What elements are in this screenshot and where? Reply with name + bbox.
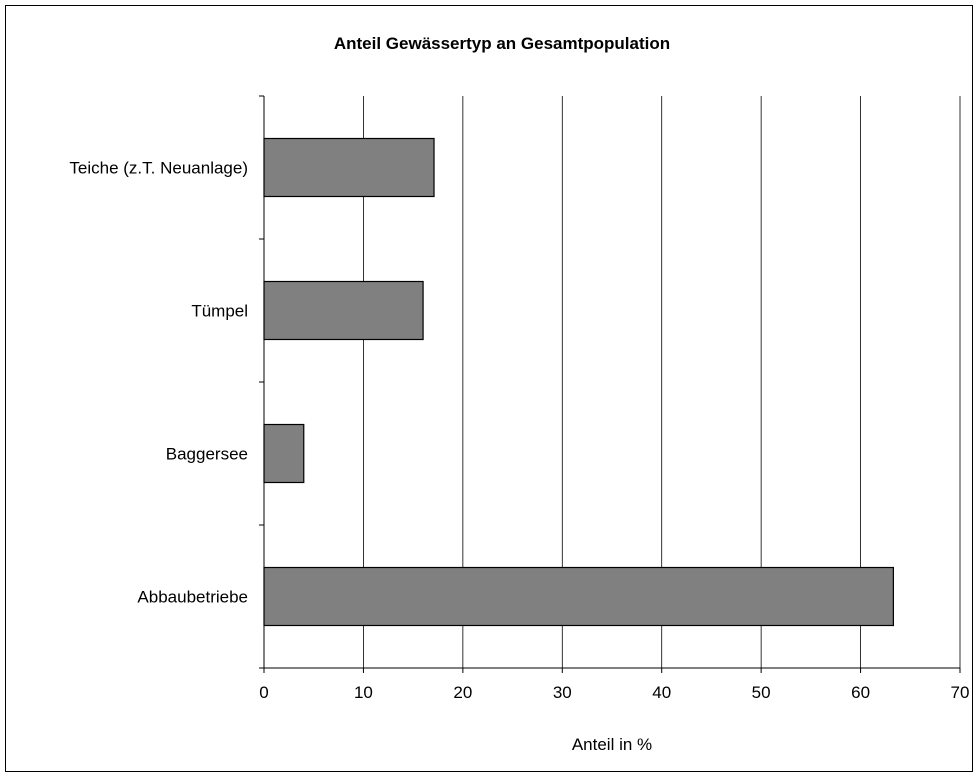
x-tick-label-60: 60	[851, 683, 870, 702]
chart-frame	[5, 5, 973, 772]
category-label-2: Baggersee	[166, 445, 248, 464]
x-tick-label-50: 50	[752, 683, 771, 702]
bar-3	[263, 566, 894, 627]
x-tick-labels: 0 10 20 30 40 50 60 70	[259, 683, 969, 702]
bar-0	[263, 137, 435, 198]
bar-2	[263, 423, 305, 484]
axes	[259, 95, 961, 673]
x-tick-label-10: 10	[354, 683, 373, 702]
x-tick-label-20: 20	[453, 683, 472, 702]
x-tick-label-70: 70	[951, 683, 970, 702]
category-label-0: Teiche (z.T. Neuanlage)	[69, 159, 248, 178]
category-label-3: Abbaubetriebe	[137, 588, 248, 607]
x-tick-label-0: 0	[259, 683, 268, 702]
x-tick-label-30: 30	[553, 683, 572, 702]
category-labels: Teiche (z.T. Neuanlage) Tümpel Baggersee Ab…	[69, 159, 248, 607]
category-label-1: Tümpel	[191, 302, 248, 321]
x-tick-label-40: 40	[652, 683, 671, 702]
bar-1	[263, 280, 424, 341]
x-axis-label: Anteil in %	[572, 735, 652, 754]
chart-title: Anteil Gewässertyp an Gesamtpopulation	[334, 34, 670, 53]
bars	[263, 137, 894, 627]
